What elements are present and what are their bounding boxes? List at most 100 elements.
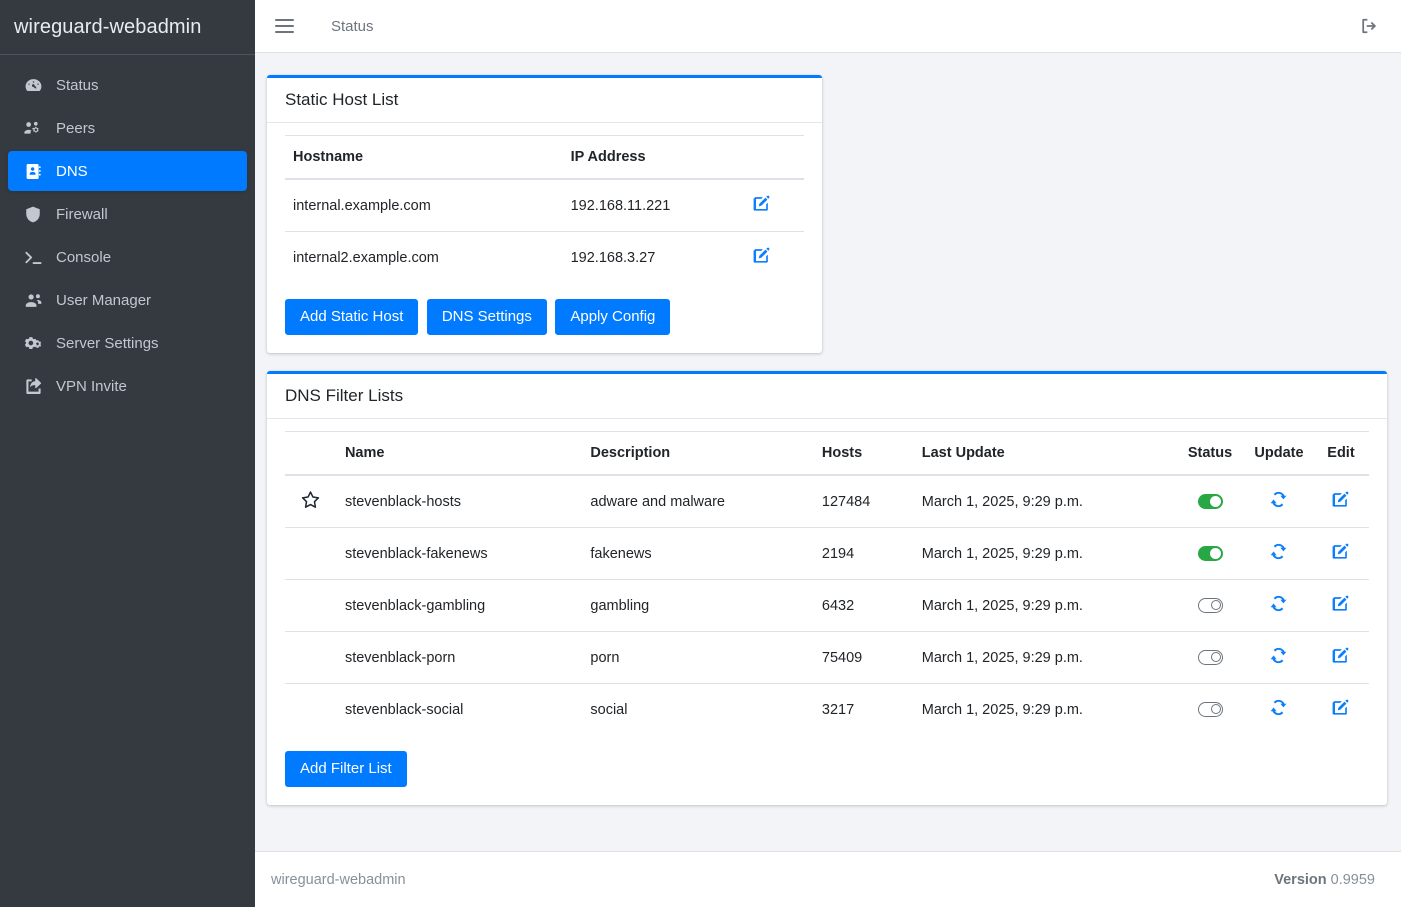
column-header-description: Description — [582, 431, 814, 476]
footer-brand: wireguard-webadmin — [271, 871, 406, 888]
sidebar-item-label: Status — [56, 76, 99, 94]
cell-name: stevenblack-hosts — [344, 493, 461, 510]
hamburger-icon[interactable] — [275, 13, 301, 39]
sign-out-icon[interactable] — [1353, 12, 1385, 40]
cell-edit — [1312, 683, 1369, 735]
address-book-icon — [20, 162, 46, 181]
sidebar-item-peers[interactable]: Peers — [8, 108, 247, 148]
cell-name: stevenblack-fakenews — [336, 527, 583, 580]
sidebar-item-console[interactable]: Console — [8, 237, 247, 277]
cell-hosts: 6432 — [813, 579, 914, 632]
filter-button-row: Add Filter List — [285, 751, 1369, 787]
column-header-actions — [743, 135, 804, 180]
brand-title: wireguard-webadmin — [0, 0, 255, 55]
column-header-hostname: Hostname — [285, 135, 563, 180]
cell-star — [285, 631, 337, 684]
dns-filter-lists-card: DNS Filter Lists Name Description Hosts … — [267, 371, 1387, 805]
status-toggle[interactable] — [1197, 702, 1223, 718]
refresh-icon[interactable] — [1269, 594, 1288, 613]
status-toggle[interactable] — [1197, 650, 1223, 666]
status-toggle[interactable] — [1197, 546, 1223, 562]
table-row: internal2.example.com 192.168.3.27 — [285, 231, 804, 283]
cell-last-update: March 1, 2025, 9:29 p.m. — [913, 631, 1176, 684]
share-square-icon — [20, 377, 46, 396]
cell-update — [1244, 579, 1313, 632]
column-header-edit: Edit — [1312, 431, 1369, 476]
sidebar-item-label: DNS — [56, 162, 88, 180]
edit-square-icon[interactable] — [1331, 542, 1350, 561]
table-body: stevenblack-hosts adware and malware 127… — [285, 475, 1369, 735]
card-header: DNS Filter Lists — [267, 374, 1387, 419]
static-host-list-card: Static Host List Hostname IP Address — [267, 75, 822, 353]
sidebar-item-status[interactable]: Status — [8, 65, 247, 105]
static-host-button-row: Add Static Host DNS Settings Apply Confi… — [285, 299, 804, 335]
sidebar-item-label: Console — [56, 248, 112, 266]
sidebar-nav: Status Peers — [0, 55, 255, 409]
cell-hosts: 2194 — [813, 527, 914, 580]
column-header-ip-address: IP Address — [562, 135, 744, 180]
navbar-title[interactable]: Status — [331, 17, 374, 35]
table-row: stevenblack-fakenews fakenews 2194 March… — [285, 527, 1369, 580]
refresh-icon[interactable] — [1269, 490, 1288, 509]
edit-square-icon[interactable] — [1331, 594, 1350, 613]
sidebar-item-user-manager[interactable]: User Manager — [8, 280, 247, 320]
column-header-status: Status — [1175, 431, 1245, 476]
add-filter-list-button[interactable]: Add Filter List — [285, 751, 407, 787]
users-cog-icon — [20, 119, 46, 138]
gauge-icon — [20, 76, 46, 95]
column-header-star — [285, 431, 337, 476]
column-header-update: Update — [1244, 431, 1313, 476]
edit-square-icon[interactable] — [1331, 698, 1350, 717]
cell-status — [1175, 683, 1245, 735]
cell-edit — [1312, 527, 1369, 580]
toggle-knob — [1211, 703, 1222, 714]
refresh-icon[interactable] — [1269, 646, 1288, 665]
sidebar-item-dns[interactable]: DNS — [8, 151, 247, 191]
cell-ip-address: 192.168.3.27 — [562, 231, 744, 283]
toggle-knob — [1209, 548, 1221, 560]
table-row: stevenblack-porn porn 75409 March 1, 202… — [285, 631, 1369, 684]
table-row: stevenblack-gambling gambling 6432 March… — [285, 579, 1369, 632]
refresh-icon[interactable] — [1269, 698, 1288, 717]
cell-hosts: 3217 — [813, 683, 914, 735]
cell-edit — [744, 179, 804, 232]
sidebar-item-label: VPN Invite — [56, 377, 127, 395]
main-content: Static Host List Hostname IP Address — [255, 53, 1401, 851]
card-body: Name Description Hosts Last Update Statu… — [267, 419, 1387, 805]
cell-description: adware and malware — [590, 493, 725, 510]
sidebar-item-vpn-invite[interactable]: VPN Invite — [8, 366, 247, 406]
cell-last-update: March 1, 2025, 9:29 p.m. — [913, 579, 1176, 632]
add-static-host-button[interactable]: Add Static Host — [285, 299, 419, 335]
sidebar-item-firewall[interactable]: Firewall — [8, 194, 247, 234]
cell-status — [1175, 579, 1245, 632]
card-body: Hostname IP Address internal.example.com… — [267, 123, 822, 353]
star-icon[interactable] — [301, 490, 320, 509]
sidebar-item-label: User Manager — [56, 291, 152, 309]
cell-edit — [1312, 579, 1369, 632]
cell-description: gambling — [582, 579, 814, 632]
edit-square-icon[interactable] — [752, 246, 771, 265]
cell-edit — [1312, 631, 1369, 684]
status-toggle[interactable] — [1197, 494, 1223, 510]
cell-hostname: internal2.example.com — [285, 231, 563, 283]
cell-hostname: internal.example.com — [293, 197, 431, 214]
status-toggle[interactable] — [1197, 598, 1223, 614]
refresh-icon[interactable] — [1269, 542, 1288, 561]
dns-settings-button[interactable]: DNS Settings — [426, 299, 547, 335]
users-icon — [20, 291, 46, 310]
sidebar-item-label: Peers — [56, 119, 96, 137]
edit-square-icon[interactable] — [752, 194, 771, 213]
page-footer: wireguard-webadmin Version 0.9959 — [255, 851, 1401, 907]
apply-config-button[interactable]: Apply Config — [555, 299, 671, 335]
table-row: stevenblack-social social 3217 March 1, … — [285, 683, 1369, 735]
edit-square-icon[interactable] — [1331, 646, 1350, 665]
cell-description: social — [582, 683, 814, 735]
edit-square-icon[interactable] — [1331, 490, 1350, 509]
sidebar-item-server-settings[interactable]: Server Settings — [8, 323, 247, 363]
cell-update — [1244, 683, 1313, 735]
cell-update — [1244, 631, 1313, 684]
cell-ip-address: 192.168.11.221 — [570, 197, 671, 214]
cell-name: stevenblack-gambling — [336, 579, 583, 632]
static-host-table: Hostname IP Address internal.example.com… — [285, 135, 804, 283]
